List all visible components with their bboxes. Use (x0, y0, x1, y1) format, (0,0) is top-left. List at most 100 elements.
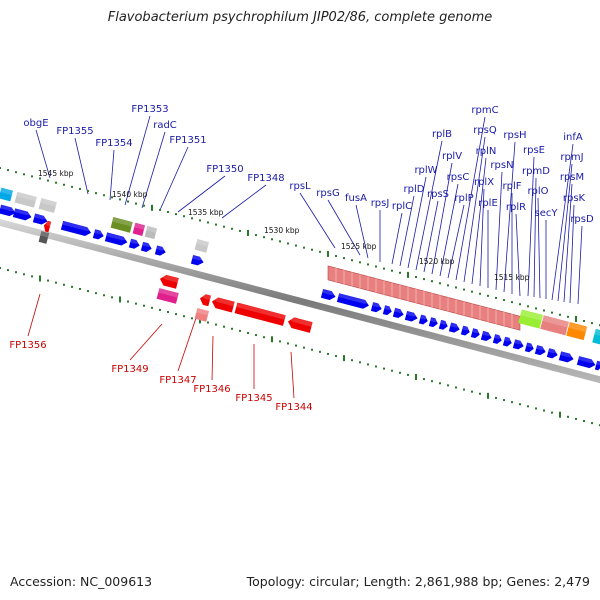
forward-gene-label: FP1353 (131, 104, 168, 115)
reverse-track-tick (311, 348, 313, 351)
forward-gene-label: obgE (23, 118, 48, 129)
forward-leader-line (515, 213, 521, 297)
reverse-leader-line (290, 351, 295, 399)
forward-gene-label: radC (153, 120, 177, 131)
forward-gene-arrow (470, 328, 481, 339)
reverse-track-tick (207, 321, 209, 324)
kbp-tick (191, 217, 193, 220)
forward-leader-line (471, 157, 487, 285)
kbp-tick (311, 248, 313, 251)
kbp-tick (287, 242, 289, 245)
reverse-track-tick (455, 386, 457, 389)
kbp-tick (271, 238, 273, 241)
reverse-gene-label: FP1349 (111, 364, 148, 375)
kbp-tick (527, 305, 529, 308)
forward-gene-label: secY (535, 208, 559, 219)
forward-leader-line (391, 212, 403, 265)
forward-gene-arrow (502, 336, 513, 347)
reverse-track-tick (143, 304, 145, 307)
kbp-tick (95, 192, 97, 195)
forward-leader-line (569, 204, 575, 304)
kbp-tick (383, 267, 385, 270)
kbp-tick (511, 301, 513, 304)
reverse-track-tick (223, 325, 225, 328)
forward-leader-line (551, 143, 574, 301)
reverse-track-tick (103, 294, 105, 297)
kbp-tick (119, 198, 121, 201)
infa-feature-box (566, 322, 588, 341)
reverse-track-tick (255, 334, 257, 337)
kbp-tick (255, 234, 257, 237)
kbp-tick (455, 286, 457, 289)
reverse-track-tick (479, 392, 481, 395)
accession-text: Accession: NC_009613 (10, 574, 153, 589)
forward-gene-arrow (92, 229, 105, 240)
reverse-track-tick (367, 363, 369, 366)
forward-gene-arrow (448, 322, 461, 333)
forward-feature-box (144, 225, 158, 240)
forward-gene-arrow (60, 220, 92, 236)
kbp-label: 1530 kbp (264, 226, 300, 235)
forward-gene-arrow (594, 360, 600, 371)
reverse-track-tick (591, 422, 593, 425)
reverse-track-tick (263, 336, 265, 339)
genome-stats-text: Topology: circular; Length: 2,861,988 bp… (246, 574, 590, 589)
kbp-tick (127, 200, 129, 203)
forward-leader-line (439, 183, 459, 277)
kbp-label: 1535 kbp (188, 208, 224, 217)
kbp-label: 1545 kbp (38, 169, 74, 178)
forward-gene-label: rplE (478, 198, 498, 209)
forward-leader-line (299, 192, 336, 249)
reverse-gene-arrow (212, 297, 235, 313)
edge-feature-box (592, 328, 600, 345)
forward-gene-arrow (128, 238, 141, 249)
forward-leader-line (431, 162, 453, 275)
forward-gene-label: rpsH (503, 130, 526, 141)
reverse-track-tick (343, 355, 345, 362)
forward-gene-arrow (140, 241, 153, 252)
reverse-track-tick (399, 371, 401, 374)
kbp-tick (247, 229, 249, 236)
reverse-track-tick (559, 411, 561, 418)
kbp-tick (391, 269, 393, 272)
forward-gene-label: rplR (506, 202, 526, 213)
reverse-track-tick (175, 313, 177, 316)
kbp-tick (375, 265, 377, 268)
forward-leader-line (124, 115, 151, 206)
kbp-label: 1525 kbp (341, 242, 377, 251)
reverse-track-tick (191, 317, 193, 320)
forward-gene-arrow (418, 314, 429, 325)
reverse-gene-label: FP1345 (235, 393, 272, 404)
forward-leader-line (399, 195, 415, 267)
forward-leader-line (577, 225, 583, 305)
forward-leader-line (447, 204, 465, 279)
forward-leader-line (415, 140, 443, 271)
kbp-tick (215, 223, 217, 226)
kbp-tick (495, 296, 497, 299)
reverse-track-tick (295, 344, 297, 347)
forward-gene-label: FP1350 (206, 164, 243, 175)
forward-leader-line (455, 116, 486, 281)
kbp-tick (15, 171, 17, 174)
forward-gene-arrow (12, 208, 33, 221)
reverse-track-tick (279, 340, 281, 343)
kbp-tick (583, 320, 585, 323)
forward-gene-arrow (190, 254, 205, 266)
kbp-tick (23, 173, 25, 176)
forward-leader-line (35, 129, 51, 179)
forward-gene-arrow (428, 317, 439, 328)
kbp-tick (159, 208, 161, 211)
reverse-track-tick (111, 296, 113, 299)
forward-gene-arrow (104, 232, 128, 246)
operon-tail-box (540, 315, 569, 336)
reverse-track-tick (511, 401, 513, 404)
forward-gene-label: rpsG (316, 188, 339, 199)
forward-gene-label: FP1354 (95, 138, 132, 149)
kbp-tick (207, 221, 209, 224)
forward-gene-label: rpsS (427, 189, 449, 200)
forward-gene-label: rplB (432, 129, 452, 140)
kbp-tick (295, 244, 297, 247)
forward-feature-box (194, 239, 210, 253)
reverse-track-tick (63, 283, 65, 286)
